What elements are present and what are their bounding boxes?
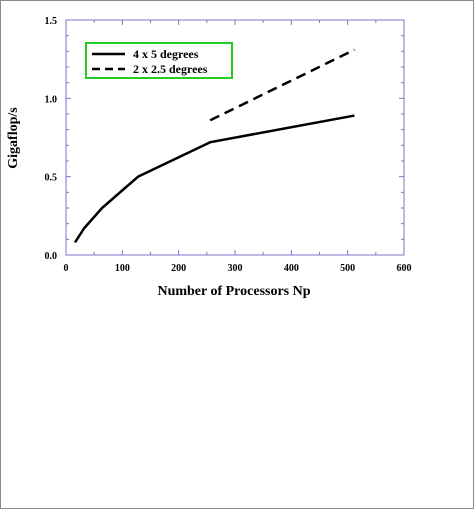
x-tick-label: 600 [397,263,412,274]
y-tick-label: 0.0 [45,251,58,262]
y-tick-label: 1.5 [45,16,58,27]
legend-box [85,42,233,79]
legend-label-series-2: 2 x 2.5 degrees [133,62,208,76]
legend-label-series-1: 4 x 5 degrees [133,47,199,61]
x-tick-label: 200 [171,263,186,274]
legend: 4 x 5 degrees 2 x 2.5 degrees [85,42,233,79]
x-tick-label: 400 [284,263,299,274]
y-axis-title: Gigaflop/s [6,107,21,169]
series-line-1 [73,114,355,244]
x-axis-title: Number of Processors Np [157,284,310,299]
ticks-layer: 0 100 200 300 400 500 600 0.0 0.5 1.0 1.5 [45,16,412,274]
series-line-2 [209,48,355,122]
y-tick-label: 1.0 [45,94,58,105]
x-tick-label: 500 [340,263,355,274]
x-tick-label: 100 [115,263,130,274]
x-tick-label: 300 [228,263,243,274]
series-layer [73,48,355,244]
x-tick-label: 0 [64,263,69,274]
y-tick-label: 0.5 [45,173,58,184]
